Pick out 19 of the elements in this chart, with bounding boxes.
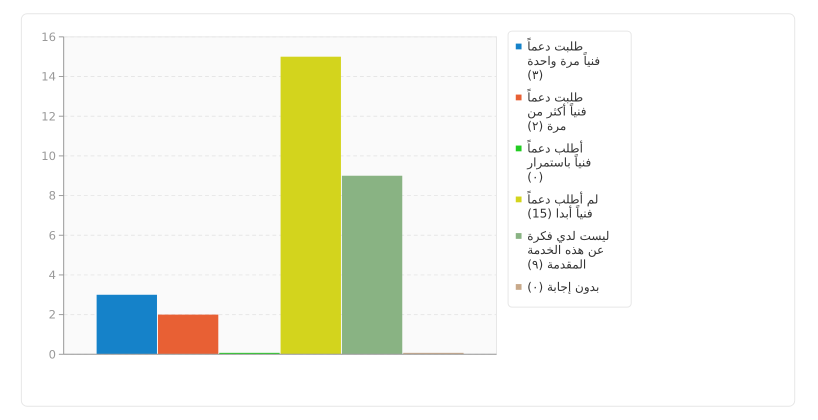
- bar: [280, 56, 341, 354]
- y-tick-label: 2: [48, 308, 56, 322]
- bar: [342, 176, 402, 354]
- legend-label: طلبت دعماً فنياً مرة واحدة (٣): [526, 38, 600, 82]
- y-tick-label: 10: [41, 148, 56, 163]
- legend-label: بدون إجابة (٠): [527, 280, 600, 294]
- y-tick-label: 4: [48, 268, 56, 282]
- y-tick-label: 0: [48, 347, 56, 362]
- legend-label: طلبت دعماً فنياً أكثر من مرة (٢): [526, 88, 587, 134]
- y-tick-label: 12: [41, 109, 56, 124]
- y-tick-label: 6: [48, 228, 56, 242]
- y-tick-label: 14: [41, 70, 56, 84]
- bar: [96, 294, 157, 354]
- legend-label: ليست لدي فكرة عن هذه الخدمة المقدمة (٩): [527, 228, 610, 272]
- bar: [158, 314, 218, 354]
- legend-label: لم أطلب دعماً فنياً أبدا (15): [526, 190, 598, 221]
- y-tick-label: 8: [48, 188, 56, 203]
- y-tick-label: 16: [41, 30, 56, 44]
- legend-label: أطلب دعماً فنياً باستمرار (٠): [526, 140, 592, 184]
